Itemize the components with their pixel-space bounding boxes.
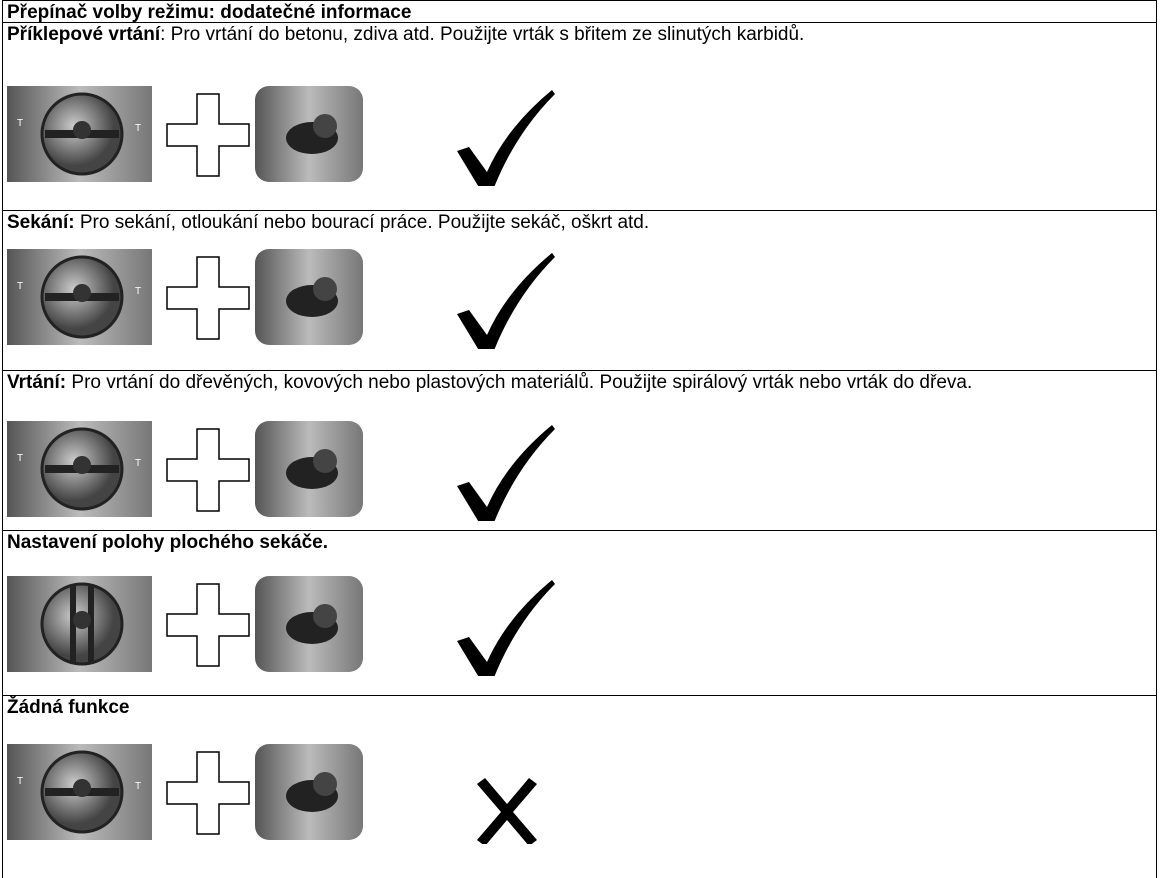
mode-row: Sekání: Pro sekání, otloukání nebo boura… <box>3 210 1156 370</box>
mode-images <box>7 744 537 844</box>
header-row: Přepínač volby režimu: dodatečné informa… <box>3 0 1156 25</box>
row-text: Vrtání: Pro vrtání do dřevěných, kovovýc… <box>3 371 1156 395</box>
row-text: Příklepové vrtání: Pro vrtání do betonu,… <box>3 23 1156 47</box>
row-label: Sekání: <box>7 212 75 233</box>
row-text: Žádná funkce <box>3 696 1156 720</box>
mode-images <box>7 576 555 676</box>
row-description: : Pro vrtání do betonu, zdiva atd. Použi… <box>160 24 805 45</box>
mode-row: Vrtání: Pro vrtání do dřevěných, kovovýc… <box>3 370 1156 530</box>
mode-images <box>7 249 555 349</box>
mode-row: Žádná funkce <box>3 695 1156 878</box>
header-title-text: Přepínač volby režimu: dodatečné informa… <box>7 2 412 23</box>
mode-row: Příklepové vrtání: Pro vrtání do betonu,… <box>3 22 1156 210</box>
row-text: Sekání: Pro sekání, otloukání nebo boura… <box>3 211 1156 235</box>
row-label: Vrtání: <box>7 372 67 393</box>
row-text: Nastavení polohy plochého sekáče. <box>3 531 1156 555</box>
mode-images <box>7 86 555 186</box>
row-label: Příklepové vrtání <box>7 24 161 45</box>
row-label: Žádná funkce <box>7 697 130 718</box>
row-label: Nastavení polohy plochého sekáče. <box>7 532 328 553</box>
row-description: Pro sekání, otloukání nebo bourací práce… <box>74 212 650 233</box>
mode-row: Nastavení polohy plochého sekáče. <box>3 530 1156 695</box>
mode-images <box>7 421 555 521</box>
row-description: Pro vrtání do dřevěných, kovových nebo p… <box>66 372 973 393</box>
header-title: Přepínač volby režimu: dodatečné informa… <box>3 1 1156 25</box>
